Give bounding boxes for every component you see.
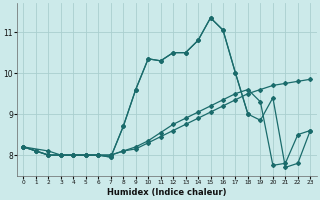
X-axis label: Humidex (Indice chaleur): Humidex (Indice chaleur): [107, 188, 227, 197]
